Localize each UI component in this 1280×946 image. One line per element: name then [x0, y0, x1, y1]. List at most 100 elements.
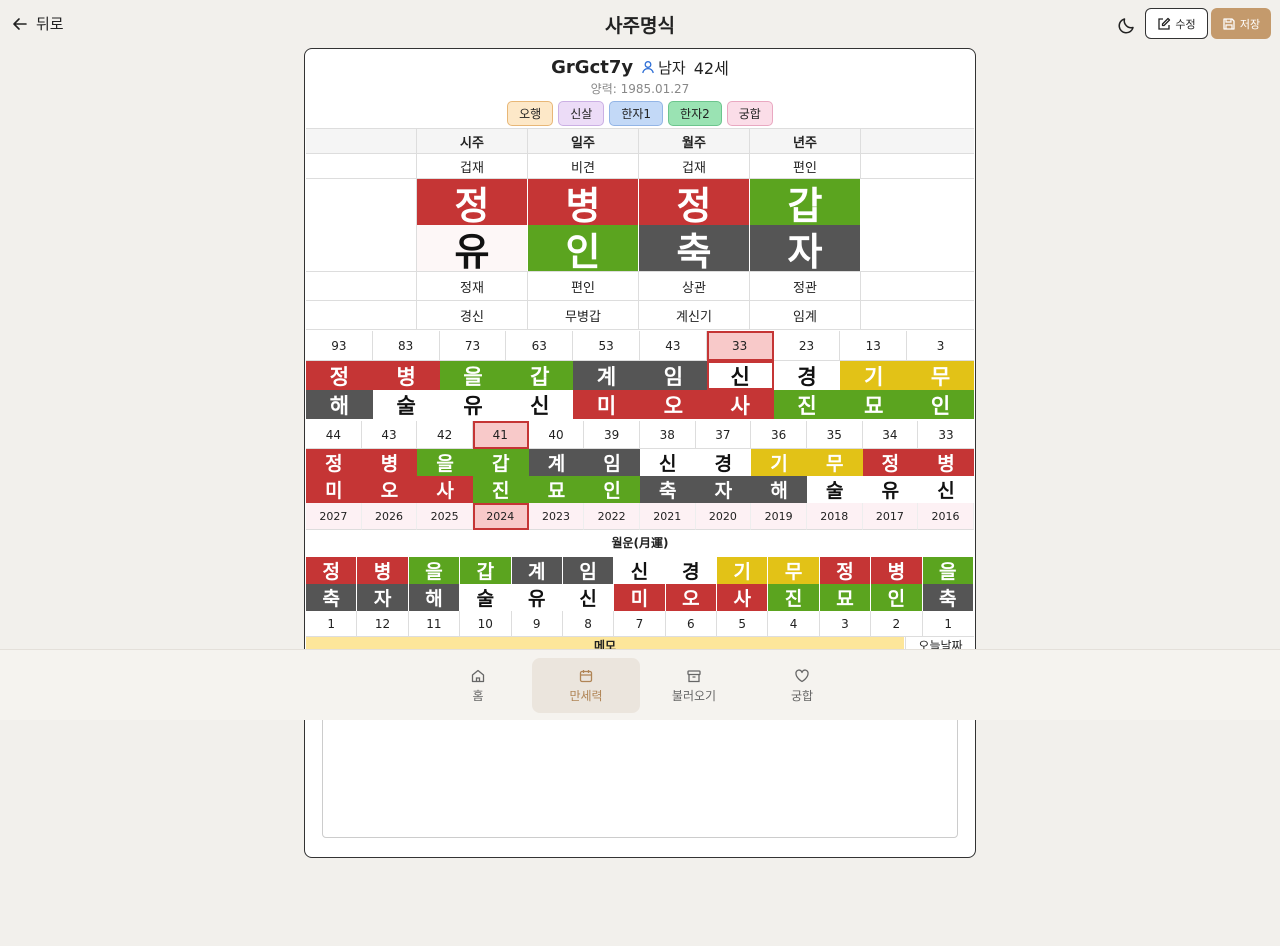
wolun-branch: 사: [717, 584, 769, 611]
nav-gunghap[interactable]: 궁합: [748, 658, 856, 713]
daeun-age-cell[interactable]: 33: [706, 331, 774, 361]
wolun-branch: 유: [511, 584, 563, 611]
seun-branch: 오: [361, 476, 418, 503]
seun-stem: 병: [361, 449, 418, 476]
seun-year-cell[interactable]: 2016: [918, 503, 974, 530]
nav-home[interactable]: 홈: [424, 658, 532, 713]
empty-cell: [861, 301, 974, 329]
seun-year-cell[interactable]: 2027: [306, 503, 362, 530]
daeun-age-cell[interactable]: 43: [639, 331, 707, 361]
daeun-age-cell[interactable]: 83: [372, 331, 440, 361]
tab-gunghap[interactable]: 궁합: [726, 101, 773, 126]
empty-cell: [861, 129, 974, 153]
seun-age-cell: 38: [639, 421, 696, 449]
daeun-age-cell[interactable]: 3: [907, 331, 974, 361]
seun-year-cell[interactable]: 2026: [361, 503, 418, 530]
edit-icon: [1158, 17, 1171, 30]
seun-year-cell[interactable]: 2018: [806, 503, 863, 530]
wolun-branch: 미: [614, 584, 666, 611]
nav-manse[interactable]: 만세력: [532, 658, 640, 713]
sipsin-cell: 정관: [750, 272, 861, 300]
seun-year-cell[interactable]: 2020: [695, 503, 752, 530]
archive-icon: [687, 669, 701, 682]
daeun-stem: 경: [773, 361, 841, 390]
daeun-stem: 기: [840, 361, 908, 390]
wolun-month-cell: 12: [357, 611, 409, 637]
wolun-stem: 정: [306, 557, 358, 584]
nav-load[interactable]: 불러오기: [640, 658, 748, 713]
wolun-month-cell: 9: [511, 611, 563, 637]
wolun-branch: 축: [922, 584, 974, 611]
earthly-branch: 축: [639, 225, 750, 274]
empty-cell: [306, 179, 417, 271]
daeun-age-cell[interactable]: 73: [439, 331, 507, 361]
daeun-age-cell[interactable]: 93: [306, 331, 373, 361]
seun-year-cell[interactable]: 2025: [417, 503, 473, 530]
seun-year-cell[interactable]: 2022: [584, 503, 640, 530]
daeun-branch: 신: [506, 390, 574, 419]
empty-cell: [861, 179, 974, 271]
daeun-age-cell[interactable]: 53: [573, 331, 640, 361]
profile-name: GrGct7y: [551, 56, 634, 78]
tab-hanja2[interactable]: 한자2: [668, 101, 722, 126]
sipsin-cell: 편인: [528, 272, 639, 300]
edit-button[interactable]: 수정: [1145, 8, 1208, 39]
calendar-icon: [579, 669, 593, 682]
seun-year-cell[interactable]: 2017: [862, 503, 919, 530]
jijanggan-cell: 경신: [417, 301, 528, 329]
seun-age-cell: 37: [695, 421, 752, 449]
earthly-branch: 유: [417, 225, 528, 274]
back-label: 뒤로: [36, 15, 64, 33]
wolun-title: 월운(月運): [611, 536, 669, 550]
edit-label: 수정: [1175, 17, 1196, 31]
seun-stem: 계: [528, 449, 585, 476]
seun-age-row: 44 43 42 41 40 39 38 37 36 35 34 33: [306, 421, 974, 449]
seun-year-cell[interactable]: 2024: [472, 503, 529, 530]
seun-age-cell: 40: [528, 421, 585, 449]
sipsin-cell: 겁재: [417, 154, 528, 178]
pillar-header-row: 시주 일주 월주 년주: [306, 128, 974, 154]
seun-year-cell[interactable]: 2019: [751, 503, 807, 530]
sipsin-cell: 정재: [417, 272, 528, 300]
seun-branch: 자: [695, 476, 752, 503]
daeun-branch: 묘: [840, 390, 908, 419]
seun-age-cell: 36: [751, 421, 807, 449]
wolun-stem: 무: [768, 557, 820, 584]
wolun-month-cell: 1: [922, 611, 974, 637]
pillar-header: 일주: [528, 129, 639, 153]
moon-icon[interactable]: [1116, 14, 1138, 36]
empty-cell: [861, 154, 974, 178]
seun-year-cell[interactable]: 2021: [639, 503, 696, 530]
seun-age-cell: 42: [417, 421, 473, 449]
daeun-age-cell[interactable]: 23: [773, 331, 841, 361]
solar-date: 양력: 1985.01.27: [590, 82, 690, 96]
tab-ohaeng[interactable]: 오행: [507, 101, 554, 126]
seun-stem: 임: [584, 449, 640, 476]
daeun-age-cell[interactable]: 63: [506, 331, 574, 361]
sipsin-cell: 편인: [750, 154, 861, 178]
back-button[interactable]: 뒤로: [12, 13, 64, 34]
wolun-month-cell: 8: [562, 611, 615, 637]
heavenly-stem: 정: [417, 179, 528, 228]
seun-age-cell: 34: [862, 421, 919, 449]
daeun-age-cell[interactable]: 13: [840, 331, 908, 361]
page-title: 사주명식: [605, 15, 675, 37]
heavenly-stem: 정: [639, 179, 750, 228]
jijanggan-cell: 임계: [750, 301, 861, 329]
wolun-branch: 묘: [819, 584, 872, 611]
save-button[interactable]: 저장: [1211, 8, 1271, 39]
tab-sinsal[interactable]: 신살: [558, 101, 605, 126]
sipsin-cell: 겁재: [639, 154, 750, 178]
wolun-branch: 해: [408, 584, 461, 611]
wolun-month-cell: 2: [871, 611, 923, 637]
heavenly-stem: 병: [528, 179, 639, 228]
tab-hanja1[interactable]: 한자1: [609, 101, 664, 126]
sipsin-cell: 비견: [528, 154, 639, 178]
seun-year-cell[interactable]: 2023: [528, 503, 585, 530]
seun-age-cell: 35: [806, 421, 863, 449]
daeun-stem: 신: [706, 361, 774, 390]
